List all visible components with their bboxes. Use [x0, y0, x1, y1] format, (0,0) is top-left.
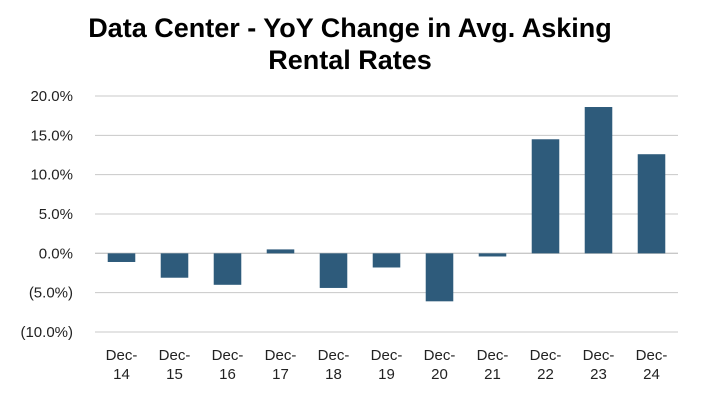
x-tick-label: Dec-23 [583, 347, 615, 383]
x-tick-label: Dec-18 [318, 347, 350, 383]
bar-dec-24 [637, 154, 666, 254]
x-tick-label: Dec-17 [265, 347, 297, 383]
bar-dec-23 [584, 107, 613, 254]
x-tick-label: Dec-19 [371, 347, 403, 383]
gridlines [95, 95, 678, 333]
x-tick-label: Dec-14 [106, 347, 138, 383]
x-tick-label: Dec-15 [159, 347, 191, 383]
bar-dec-15 [160, 253, 189, 278]
y-tick-label: 0.0% [39, 245, 73, 262]
bar-dec-22 [531, 139, 560, 254]
bar-dec-14 [107, 253, 136, 262]
bar-dec-21 [478, 253, 507, 257]
bar-dec-19 [372, 253, 401, 268]
bar-dec-16 [213, 253, 242, 285]
y-tick-label: 15.0% [30, 127, 73, 144]
bar-dec-20 [425, 253, 454, 302]
bars [107, 107, 666, 302]
x-axis-tick-labels: Dec-14 Dec-15 Dec-16 Dec-17 Dec-18 Dec-19 Dec-… [106, 347, 668, 383]
y-tick-label: (5.0%) [29, 285, 73, 302]
chart-title: Data Center - YoY Change in Avg. Asking … [0, 12, 700, 76]
x-tick-label: Dec-21 [477, 347, 509, 383]
x-tick-label: Dec-24 [636, 347, 668, 383]
chart-title-line-2: Rental Rates [268, 45, 432, 75]
x-tick-label: Dec-22 [530, 347, 562, 383]
y-tick-label: (10.0%) [20, 324, 73, 341]
x-tick-label: Dec-20 [424, 347, 456, 383]
chart-title-line-1: Data Center - YoY Change in Avg. Asking [88, 13, 612, 43]
x-tick-label: Dec-16 [212, 347, 244, 383]
y-tick-label: 10.0% [30, 167, 73, 184]
y-axis-tick-labels: 20.0% 15.0% 10.0% 5.0% 0.0% (5.0%) (10.0%) [20, 88, 73, 341]
bar-dec-18 [319, 253, 348, 288]
y-tick-label: 5.0% [39, 206, 73, 223]
y-tick-label: 20.0% [30, 88, 73, 105]
bar-dec-17 [266, 249, 295, 254]
